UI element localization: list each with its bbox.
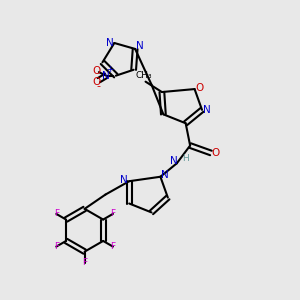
Text: F: F [54,209,59,218]
Text: N: N [202,105,210,115]
Text: O: O [92,66,101,76]
Text: N: N [106,38,114,48]
Text: N: N [136,41,143,51]
Text: O: O [211,148,220,158]
Text: N: N [120,175,128,185]
Text: N: N [101,71,109,81]
Text: +: + [106,65,114,74]
Text: CH₃: CH₃ [136,71,152,80]
Text: H: H [182,154,188,164]
Text: -: - [97,81,101,91]
Text: F: F [110,209,116,218]
Text: O: O [92,77,101,87]
Text: F: F [54,242,59,251]
Text: F: F [110,242,116,251]
Text: N: N [170,156,178,166]
Text: N: N [161,170,169,180]
Text: F: F [82,258,87,267]
Text: O: O [195,82,203,93]
